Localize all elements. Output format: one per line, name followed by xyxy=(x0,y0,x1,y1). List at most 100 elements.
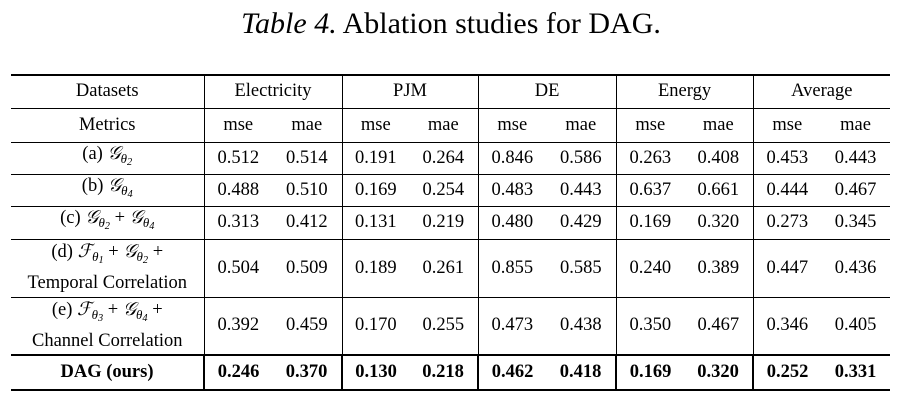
table-row: (b) 𝒢θ4 0.488 0.510 0.169 0.254 0.483 0.443 0.6… xyxy=(11,173,891,206)
math-subsubscript: 3 xyxy=(97,312,104,324)
math-subsubscript: 2 xyxy=(127,156,133,168)
final-value-cell: 0.462 xyxy=(477,354,547,391)
row-prefix: (d) xyxy=(51,242,73,262)
value-cell: 0.483 xyxy=(477,173,547,206)
row-label: (b) 𝒢θ4 xyxy=(11,173,204,206)
math-symbol: 𝒢 xyxy=(129,208,143,228)
math-subscript: θ3 xyxy=(91,306,104,324)
value-cell: 0.389 xyxy=(684,238,754,297)
value-cell: 0.585 xyxy=(546,238,617,297)
metric-header: mae xyxy=(684,107,754,142)
value-cell: 0.263 xyxy=(615,141,685,174)
row-prefix: (b) xyxy=(81,175,104,196)
value-cell: 0.514 xyxy=(272,141,343,174)
value-cell: 0.473 xyxy=(477,296,547,355)
row-prefix: (a) xyxy=(82,143,103,164)
table-row: (e) ℱθ3 + 𝒢θ4 + Channel Correlation 0.392… xyxy=(11,296,891,355)
value-cell: 0.661 xyxy=(684,173,754,206)
value-cell: 0.412 xyxy=(272,205,343,239)
math-subscript: θ2 xyxy=(136,249,149,266)
value-cell: 0.392 xyxy=(203,296,272,355)
math-symbol: 𝒢 xyxy=(123,242,137,262)
value-cell: 0.313 xyxy=(203,205,272,239)
header-metrics-row: Metrics mse mae mse mae mse mae mse mae … xyxy=(11,107,891,142)
value-cell: 0.405 xyxy=(821,296,891,355)
table-row: (c) 𝒢θ2 + 𝒢θ4 0.313 0.412 0.131 0.219 0.480 0.… xyxy=(11,205,891,239)
math-subsubscript: 1 xyxy=(98,255,104,266)
row-label: (c) 𝒢θ2 + 𝒢θ4 xyxy=(11,205,204,239)
value-cell: 0.480 xyxy=(477,205,547,239)
metric-header: mse xyxy=(203,107,272,142)
value-cell: 0.346 xyxy=(752,296,822,355)
value-cell: 0.320 xyxy=(684,205,754,239)
table-row: (a) 𝒢θ2 0.512 0.514 0.191 0.264 0.846 0.586 0.2… xyxy=(11,141,891,174)
value-cell: 0.255 xyxy=(409,296,479,355)
final-row-label: DAG (ours) xyxy=(11,354,204,391)
final-value-cell: 0.331 xyxy=(821,354,891,391)
value-cell: 0.408 xyxy=(684,141,754,174)
math-symbol: 𝒢 xyxy=(122,299,137,320)
value-cell: 0.350 xyxy=(615,296,685,355)
plus-sign: + xyxy=(109,208,130,228)
metric-header: mae xyxy=(409,107,479,142)
ablation-table: Datasets Electricity PJM DE Energy Avera… xyxy=(11,74,891,391)
value-cell: 0.488 xyxy=(203,173,272,206)
math-symbol: 𝒢 xyxy=(107,143,121,164)
value-cell: 0.169 xyxy=(615,205,685,239)
row-prefix: (c) xyxy=(60,208,81,228)
math-subsubscript: 4 xyxy=(127,188,133,200)
metric-header: mae xyxy=(272,107,343,142)
math-symbol: 𝒢 xyxy=(85,208,99,228)
value-cell: 0.261 xyxy=(409,238,479,297)
value-cell: 0.504 xyxy=(203,238,272,297)
value-cell: 0.429 xyxy=(546,205,617,239)
math-term: ℱθ1 xyxy=(78,242,104,266)
math-subscript: θ4 xyxy=(142,215,155,232)
table-caption: Table 4. Ablation studies for DAG. xyxy=(0,4,902,44)
metric-header: mae xyxy=(546,107,617,142)
final-value-cell: 0.169 xyxy=(615,354,685,391)
value-cell: 0.467 xyxy=(821,173,891,206)
caption-text: Ablation studies for DAG. xyxy=(342,7,661,40)
math-subsubscript: 4 xyxy=(142,312,148,324)
row-suffix: Channel Correlation xyxy=(31,330,183,351)
plus-sign: + xyxy=(148,242,164,262)
metric-header: mse xyxy=(615,107,685,142)
plus-sign: + xyxy=(103,242,124,262)
math-term: 𝒢θ2 xyxy=(85,208,110,232)
math-term: ℱθ3 xyxy=(77,299,104,324)
caption-label: Table 4. xyxy=(241,7,337,40)
row-label: (a) 𝒢θ2 xyxy=(11,141,204,174)
math-subscript: θ4 xyxy=(136,306,148,324)
value-cell: 0.846 xyxy=(477,141,547,174)
group-header: Average xyxy=(752,74,891,108)
plus-sign: + xyxy=(147,299,163,320)
value-cell: 0.131 xyxy=(341,205,410,239)
row-label: (d) ℱθ1 + 𝒢θ2 + Temporal Correlation xyxy=(11,238,204,297)
value-cell: 0.436 xyxy=(821,238,891,297)
value-cell: 0.264 xyxy=(409,141,479,174)
math-symbol: 𝒢 xyxy=(107,175,122,196)
value-cell: 0.191 xyxy=(341,141,410,174)
group-header: Electricity xyxy=(203,74,343,108)
math-term: 𝒢θ4 xyxy=(107,175,133,200)
final-value-cell: 0.252 xyxy=(752,354,822,391)
value-cell: 0.189 xyxy=(341,238,410,297)
header-datasets-row: Datasets Electricity PJM DE Energy Avera… xyxy=(11,74,891,108)
value-cell: 0.443 xyxy=(821,141,891,174)
metric-header: mae xyxy=(821,107,891,142)
row-prefix: (e) xyxy=(51,299,73,320)
value-cell: 0.273 xyxy=(752,205,822,239)
datasets-label: Datasets xyxy=(11,74,204,108)
value-cell: 0.240 xyxy=(615,238,685,297)
value-cell: 0.453 xyxy=(752,141,822,174)
math-term: 𝒢θ2 xyxy=(123,242,149,266)
value-cell: 0.219 xyxy=(409,205,479,239)
math-term: 𝒢θ4 xyxy=(129,208,155,232)
math-term: 𝒢θ2 xyxy=(107,143,132,168)
value-cell: 0.510 xyxy=(272,173,343,206)
math-subsubscript: 2 xyxy=(142,255,149,266)
math-symbol: ℱ xyxy=(77,299,92,320)
math-subscript: θ2 xyxy=(98,215,110,232)
plus-sign: + xyxy=(103,299,123,320)
